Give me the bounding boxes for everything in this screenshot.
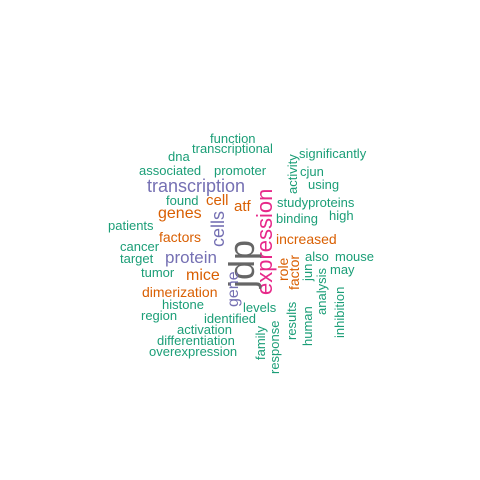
word-analysis: analysis [314,268,329,315]
word-found: found [166,193,199,208]
word-patients: patients [108,218,154,233]
word-genes: genes [158,205,202,222]
word-cjun: cjun [300,164,324,179]
word-jun: jun [300,263,315,281]
word-differentiation: differentiation [157,333,235,348]
word-human: human [300,306,315,346]
word-overexpression: overexpression [149,344,238,359]
word-histone: histone [162,297,204,312]
word-transcriptional: transcriptional [192,141,273,156]
word-inhibition: inhibition [332,286,347,338]
word-protein: protein [165,248,217,267]
word-may: may [330,262,355,277]
word-dna: dna [168,149,190,164]
word-function: function [210,131,256,146]
word-cancer: cancer [120,239,160,254]
word-studyproteins: studyproteins [277,195,355,210]
word-binding: binding [276,211,318,226]
word-using: using [308,177,340,192]
word-cell: cell [206,192,229,209]
word-promoter: promoter [214,163,267,178]
word-increased: increased [276,231,337,247]
word-dimerization: dimerization [142,284,218,300]
word-also: also [305,249,329,264]
word-associated: associated [139,163,202,178]
word-mouse: mouse [335,249,375,264]
word-high: high [329,208,354,223]
word-levels: levels [243,300,277,315]
word-identified: identified [204,311,257,326]
word-activity: activity [285,154,300,194]
word-family: family [253,326,268,360]
word-factor: factor [286,254,302,290]
word-factors: factors [159,229,202,245]
word-region: region [141,308,178,323]
word-target: target [120,251,154,266]
word-activation: activation [177,322,232,337]
word-results: results [284,301,299,340]
word-atf: atf [234,198,251,215]
word-response: response [267,320,282,374]
word-transcription: transcription [147,176,246,196]
word-tumor: tumor [141,265,175,280]
word-gene: gene [225,271,242,307]
word-mice: mice [186,267,220,284]
word-significantly: significantly [299,146,367,161]
